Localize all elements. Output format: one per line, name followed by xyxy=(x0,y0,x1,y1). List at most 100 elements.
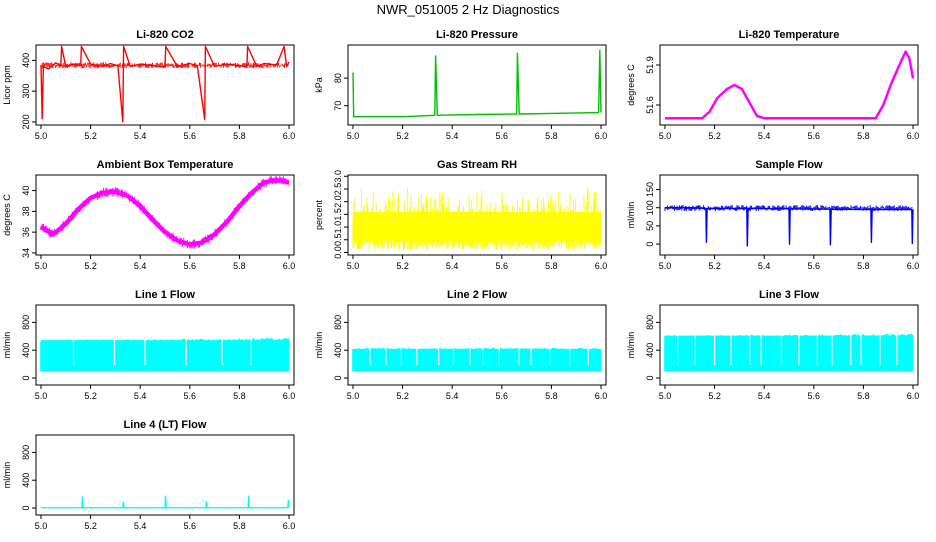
flow-trace xyxy=(664,333,914,372)
x-tick-label: 5.6 xyxy=(808,131,821,141)
chart-svg: Sample Flow 5.0 5.2 5.4 5.6 5.8 6.0 0 50 100 150 ml… xyxy=(626,159,920,271)
x-tick-label: 5.2 xyxy=(84,131,97,141)
x-tick-label: 6.0 xyxy=(283,391,296,401)
panel-line1-flow: Line 1 Flow 5.0 5.2 5.4 5.6 5.8 6.0 0 400 800 ml/m… xyxy=(0,282,312,412)
x-tick-label: 5.2 xyxy=(84,521,97,531)
y-axis-label: degrees C xyxy=(626,64,636,106)
series-line xyxy=(352,49,602,118)
chart-title: Li-820 Pressure xyxy=(436,29,518,41)
chart-title: Sample Flow xyxy=(755,159,823,171)
y-tick-label: 400 xyxy=(21,53,31,68)
y-tick-label: 34 xyxy=(21,248,31,258)
y-tick-label: 0.5 xyxy=(333,234,343,247)
y-axis-label: ml/min xyxy=(626,332,636,359)
y-tick-label: 0.0 xyxy=(333,246,343,259)
panel-gas-stream-rh: Gas Stream RH 5.0 5.2 5.4 5.6 5.8 6.0 0.0 0.5 1.0… xyxy=(312,152,624,282)
x-tick-label: 5.8 xyxy=(545,391,558,401)
x-tick-label: 5.0 xyxy=(347,391,360,401)
x-tick-label: 5.4 xyxy=(134,521,147,531)
rh-core xyxy=(352,211,602,238)
x-tick-label: 5.2 xyxy=(708,391,721,401)
x-tick-label: 6.0 xyxy=(907,261,920,271)
x-tick-label: 5.8 xyxy=(233,261,246,271)
y-tick-label: 2.5 xyxy=(333,183,343,196)
y-tick-label: 800 xyxy=(21,315,31,330)
y-tick-label: 400 xyxy=(333,343,343,358)
y-tick-label: 70 xyxy=(333,101,343,111)
chart-svg: Li-820 Temperature 5.0 5.2 5.4 5.6 5.8 6.0 51.6… xyxy=(626,29,920,141)
chart-svg: Li-820 Pressure 5.0 5.2 5.4 5.6 5.8 6.0 70 80 kPa xyxy=(314,29,607,141)
y-axis-label: ml/min xyxy=(2,462,12,489)
x-tick-label: 6.0 xyxy=(283,131,296,141)
x-tick-label: 5.2 xyxy=(396,131,409,141)
plot-frame xyxy=(35,174,295,256)
y-axis-label: degrees C xyxy=(2,194,12,236)
chart-title: Line 2 Flow xyxy=(447,289,507,301)
y-tick-label: 800 xyxy=(645,315,655,330)
panel-ambient-temperature: Ambient Box Temperature 5.0 5.2 5.4 5.6 5.8 6.… xyxy=(0,152,312,282)
chart-svg: Li-820 CO2 5.0 5.2 5.4 5.6 5.8 6.0 200 300 400 Lic… xyxy=(2,29,296,141)
x-tick-label: 6.0 xyxy=(283,521,296,531)
y-tick-label: 0 xyxy=(645,376,655,381)
x-tick-label: 5.6 xyxy=(184,521,197,531)
panel-pressure: Li-820 Pressure 5.0 5.2 5.4 5.6 5.8 6.0 70 80 kPa xyxy=(312,22,624,152)
x-tick-label: 6.0 xyxy=(283,261,296,271)
y-tick-label: 2.0 xyxy=(333,195,343,208)
chart-title: Line 3 Flow xyxy=(759,289,819,301)
y-tick-label: 51.6 xyxy=(645,96,655,114)
plot-frame xyxy=(659,304,919,386)
y-tick-label: 50 xyxy=(645,221,655,231)
x-tick-label: 5.6 xyxy=(184,261,197,271)
flow-trace xyxy=(352,347,602,372)
x-tick-label: 5.6 xyxy=(184,131,197,141)
x-tick-label: 5.8 xyxy=(857,261,870,271)
x-tick-label: 5.4 xyxy=(446,131,459,141)
x-tick-label: 5.0 xyxy=(347,131,360,141)
plot-frame xyxy=(35,44,295,126)
x-tick-label: 5.4 xyxy=(134,391,147,401)
y-tick-label: 100 xyxy=(645,200,655,215)
y-tick-label: 36 xyxy=(21,227,31,237)
series-noise xyxy=(40,176,289,249)
plot-frame xyxy=(347,44,607,126)
y-tick-label: 40 xyxy=(21,186,31,196)
x-tick-label: 6.0 xyxy=(907,131,920,141)
x-tick-label: 5.6 xyxy=(808,261,821,271)
x-tick-label: 5.2 xyxy=(708,131,721,141)
x-tick-label: 5.0 xyxy=(659,131,672,141)
chart-title: Ambient Box Temperature xyxy=(97,159,234,171)
y-tick-label: 80 xyxy=(333,73,343,83)
y-tick-label: 400 xyxy=(645,343,655,358)
y-tick-label: 200 xyxy=(21,114,31,129)
y-axis-label: ml/min xyxy=(626,202,636,229)
y-tick-label: 0 xyxy=(333,376,343,381)
x-tick-label: 5.0 xyxy=(35,261,48,271)
series-noise xyxy=(40,62,289,69)
y-tick-label: 38 xyxy=(21,206,31,216)
chart-title: Line 1 Flow xyxy=(135,289,195,301)
y-tick-label: 400 xyxy=(21,473,31,488)
y-tick-label: 51.9 xyxy=(645,56,655,74)
x-tick-label: 5.6 xyxy=(496,131,509,141)
x-tick-label: 5.2 xyxy=(84,261,97,271)
plot-frame xyxy=(35,304,295,386)
chart-title: Gas Stream RH xyxy=(437,159,517,171)
x-tick-label: 5.8 xyxy=(545,131,558,141)
y-tick-label: 150 xyxy=(645,182,655,197)
y-axis-label: kPa xyxy=(314,77,324,93)
x-tick-label: 5.4 xyxy=(446,391,459,401)
series-line xyxy=(665,207,914,247)
x-tick-label: 5.4 xyxy=(446,261,459,271)
x-tick-label: 5.4 xyxy=(758,131,771,141)
plot-frame xyxy=(347,304,607,386)
x-tick-label: 5.0 xyxy=(659,261,672,271)
panel-line4-flow: Line 4 (LT) Flow 5.0 5.2 5.4 5.6 5.8 6.0 0 400 80… xyxy=(0,412,312,542)
x-tick-label: 5.0 xyxy=(35,391,48,401)
chart-svg: Line 4 (LT) Flow 5.0 5.2 5.4 5.6 5.8 6.0 0 400 80… xyxy=(2,419,296,531)
x-tick-label: 5.4 xyxy=(758,261,771,271)
x-tick-label: 5.6 xyxy=(184,391,197,401)
x-tick-label: 5.2 xyxy=(84,391,97,401)
x-tick-label: 5.4 xyxy=(134,131,147,141)
y-axis-label: ml/min xyxy=(314,332,324,359)
series-line xyxy=(665,50,915,120)
